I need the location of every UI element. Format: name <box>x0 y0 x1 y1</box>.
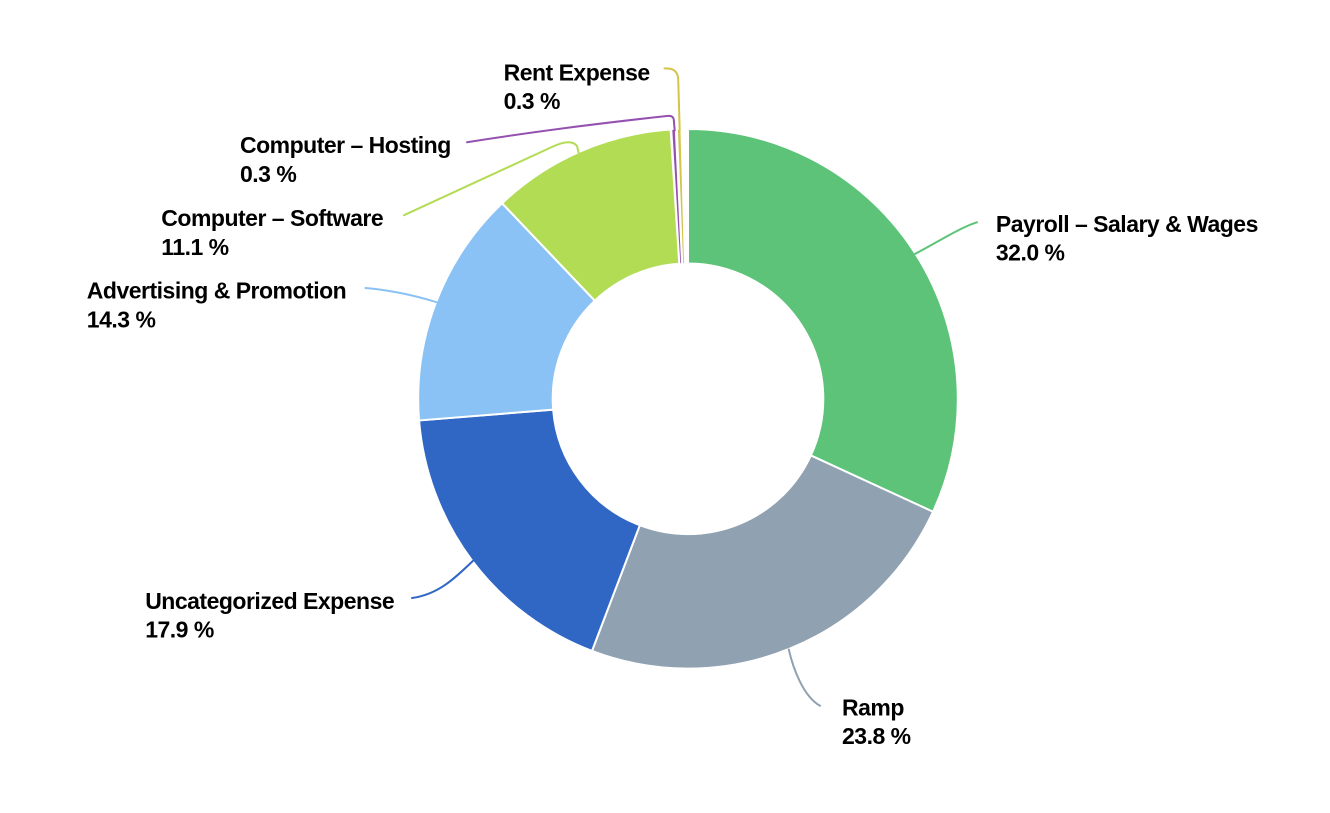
svg-text:Payroll – Salary & Wages: Payroll – Salary & Wages <box>996 211 1258 237</box>
svg-text:0.3 %: 0.3 % <box>240 161 296 187</box>
svg-text:0.3 %: 0.3 % <box>504 88 560 114</box>
svg-text:17.9 %: 17.9 % <box>145 616 214 642</box>
svg-text:Rent Expense: Rent Expense <box>504 59 650 85</box>
svg-text:14.3 %: 14.3 % <box>87 306 156 332</box>
svg-text:Ramp: Ramp <box>842 694 904 720</box>
svg-text:32.0 %: 32.0 % <box>996 240 1065 266</box>
svg-text:Computer – Hosting: Computer – Hosting <box>240 132 451 158</box>
svg-text:Advertising & Promotion: Advertising & Promotion <box>87 278 346 304</box>
svg-text:Computer – Software: Computer – Software <box>161 205 383 231</box>
svg-text:11.1 %: 11.1 % <box>161 234 228 260</box>
svg-text:23.8 %: 23.8 % <box>842 723 911 749</box>
svg-text:Uncategorized Expense: Uncategorized Expense <box>145 588 394 614</box>
